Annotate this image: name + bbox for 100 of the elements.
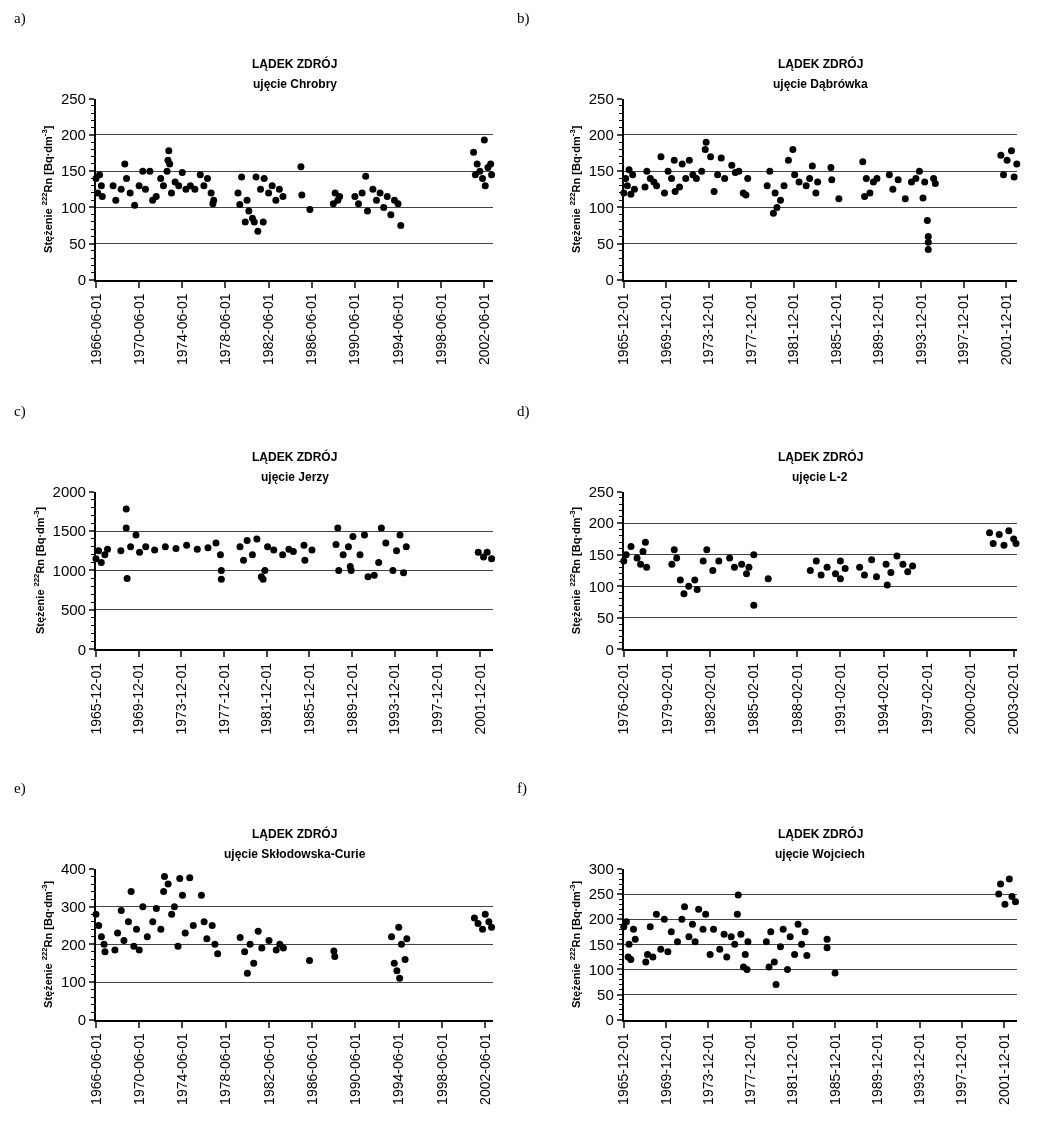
y-tick-label: 0 (605, 1010, 614, 1028)
x-tick-label: 1998-06-01 (433, 1033, 450, 1105)
point (899, 560, 907, 568)
y-tick-label: 250 (588, 885, 614, 903)
x-tick-label: 1986-06-01 (303, 1033, 320, 1105)
x-tick-label: 1982-06-01 (260, 1033, 277, 1105)
y-tick-label: 100 (588, 198, 614, 216)
x-tick-label: 1969-12-01 (130, 662, 147, 735)
y-tick-label: 400 (60, 860, 86, 878)
point (693, 585, 701, 593)
point (860, 571, 868, 579)
x-tick-label: 1966-06-01 (87, 1033, 104, 1105)
x-tick-label: 1997-12-01 (955, 293, 972, 366)
y-tick-label: 200 (588, 910, 614, 928)
chart-title: LĄDEK ZDRÓJ (252, 449, 338, 464)
x-tick-label: 1974-06-01 (174, 1033, 191, 1105)
x-tick-label: 1985-12-01 (826, 1033, 843, 1105)
x-tick-label: 1981-12-01 (785, 293, 802, 366)
y-tick-label: 50 (597, 234, 614, 252)
point (643, 563, 651, 571)
x-tick-label: 2001-12-01 (997, 293, 1014, 366)
y-tick-label: 50 (597, 985, 614, 1003)
chart-title: LĄDEK ZDRÓJ (252, 826, 338, 841)
point (685, 582, 693, 590)
point (673, 554, 681, 562)
x-tick-label: 1997-02-01 (918, 662, 935, 735)
y-tick-label: 0 (77, 640, 86, 658)
y-tick-label: 200 (60, 935, 86, 953)
point (743, 570, 751, 578)
point (995, 531, 1003, 539)
chart-title: LĄDEK ZDRÓJ (778, 826, 864, 841)
y-tick-label: 0 (605, 640, 614, 658)
y-tick-label: 1000 (52, 561, 86, 579)
x-tick-label: 1991-02-01 (831, 662, 848, 735)
x-tick-label: 1981-12-01 (784, 1033, 801, 1105)
y-tick-label: 2000 (52, 482, 86, 500)
point (893, 552, 901, 560)
y-tick-label: 0 (77, 1010, 86, 1028)
point (883, 581, 891, 589)
text: f) (517, 780, 527, 797)
y-tick-label: 150 (60, 162, 86, 180)
point (637, 560, 645, 568)
point (641, 538, 649, 546)
x-tick-label: 1982-06-01 (260, 293, 277, 366)
x-tick-label: 1997-12-01 (953, 1033, 970, 1105)
point (989, 539, 997, 547)
x-tick-label: 1973-12-01 (172, 662, 189, 735)
y-tick-label: 100 (60, 973, 86, 991)
y-tick-label: 250 (60, 89, 86, 107)
chart-subtitle: ujęcie Jerzy (261, 470, 330, 484)
point (887, 568, 895, 576)
chart-title: LĄDEK ZDRÓJ (778, 56, 864, 71)
y-tick-label: 300 (588, 860, 614, 878)
chart-title: LĄDEK ZDRÓJ (252, 56, 338, 71)
x-tick-label: 1977-12-01 (742, 293, 759, 366)
point (836, 575, 844, 583)
y-tick-label: 0 (77, 271, 86, 289)
y-tick-label: 100 (588, 960, 614, 978)
point (703, 546, 711, 554)
point (812, 557, 820, 565)
y-tick-label: 300 (60, 897, 86, 915)
point (882, 560, 890, 568)
x-tick-label: 1998-06-01 (432, 293, 449, 366)
y-tick-label: 1500 (52, 522, 86, 540)
y-tick-label: 200 (588, 126, 614, 144)
point (668, 560, 676, 568)
y-tick-label: 200 (588, 514, 614, 532)
point (904, 568, 912, 576)
chart-subtitle: ujęcie Dąbrówka (773, 77, 869, 91)
point (750, 601, 758, 609)
point (872, 573, 880, 581)
x-tick-label: 1988-02-01 (788, 662, 805, 735)
x-tick-label: 1982-02-01 (702, 662, 719, 735)
point (823, 563, 831, 571)
x-tick-label: 1989-12-01 (870, 293, 887, 366)
x-tick-label: 1985-12-01 (827, 293, 844, 366)
x-tick-label: 1970-06-01 (130, 1033, 147, 1105)
y-tick-label: 150 (588, 935, 614, 953)
x-tick-label: 1970-06-01 (130, 293, 147, 366)
text: a) (14, 10, 26, 27)
point (639, 548, 647, 556)
point (627, 543, 635, 551)
x-tick-label: 1973-12-01 (700, 293, 717, 366)
y-tick-label: 50 (69, 234, 86, 252)
x-tick-label: 1965-12-01 (615, 1033, 632, 1105)
text: b) (517, 10, 530, 27)
x-tick-label: 1978-06-01 (217, 1033, 234, 1105)
x-tick-label: 1986-06-01 (303, 293, 320, 366)
point (715, 557, 723, 565)
x-tick-label: 2001-12-01 (995, 1033, 1012, 1105)
x-tick-label: 1985-12-01 (300, 662, 317, 735)
point (868, 556, 876, 564)
x-tick-label: 1993-12-01 (911, 1033, 928, 1105)
point (680, 590, 688, 598)
y-tick-label: 50 (597, 609, 614, 627)
text: c) (14, 403, 26, 420)
x-tick-label: 1969-12-01 (657, 293, 674, 366)
x-tick-label: 2001-12-01 (471, 662, 488, 735)
point (691, 576, 699, 584)
y-tick-label: 250 (588, 89, 614, 107)
